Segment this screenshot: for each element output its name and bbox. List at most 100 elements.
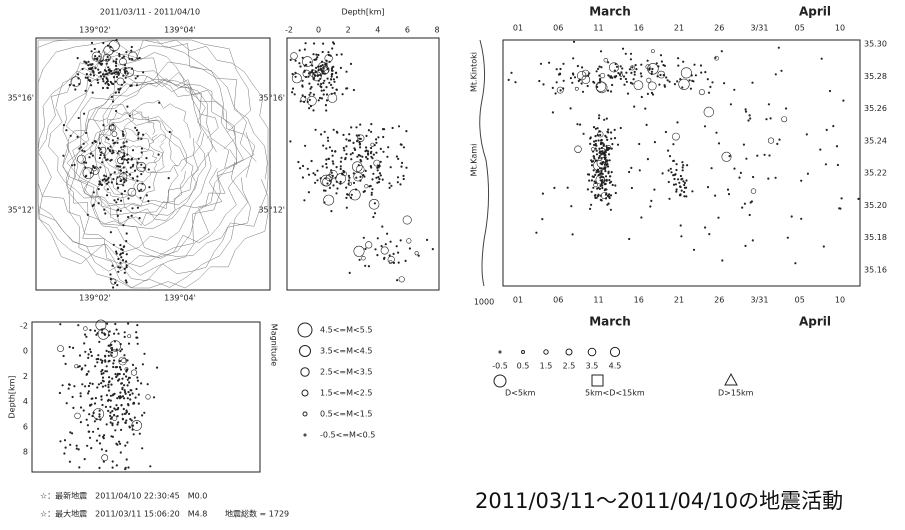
quake-dot bbox=[379, 160, 382, 163]
quake-dot bbox=[122, 397, 126, 400]
quake-dot bbox=[621, 47, 625, 50]
quake-dot bbox=[124, 444, 127, 447]
quake-dot bbox=[743, 202, 747, 205]
quake-dot bbox=[141, 363, 144, 366]
quake-dot bbox=[839, 207, 842, 210]
quake-dot bbox=[632, 78, 635, 81]
quake-dot bbox=[119, 368, 123, 371]
contour bbox=[121, 99, 195, 173]
quake-dot bbox=[127, 187, 137, 197]
contour bbox=[65, 39, 269, 257]
quake-dot bbox=[774, 176, 777, 179]
quake-dot bbox=[595, 81, 607, 92]
quake-dot bbox=[610, 83, 614, 87]
quake-dot bbox=[105, 76, 108, 80]
quake-dot bbox=[110, 351, 114, 354]
quake-dot bbox=[120, 149, 125, 154]
quake-dot bbox=[586, 188, 590, 191]
quake-dot bbox=[115, 252, 118, 255]
tick: 4 bbox=[375, 26, 380, 35]
quake-dot bbox=[115, 328, 118, 331]
quake-dot bbox=[117, 73, 120, 76]
quake-dot bbox=[107, 176, 110, 179]
quake-dot bbox=[319, 77, 322, 80]
quake-dot bbox=[112, 60, 115, 63]
quake-dot bbox=[95, 333, 98, 336]
quake-dot bbox=[301, 85, 304, 88]
quake-dot bbox=[364, 184, 369, 189]
quake-dot bbox=[102, 41, 105, 45]
quake-dot bbox=[98, 434, 101, 437]
quake-dot bbox=[91, 430, 95, 433]
quake-dot bbox=[597, 193, 600, 196]
quake-dot bbox=[157, 153, 160, 156]
quake-dot bbox=[607, 202, 610, 205]
quake-dot bbox=[110, 278, 117, 285]
quake-dot bbox=[580, 66, 584, 69]
quake-dot bbox=[604, 193, 608, 196]
tick: 6 bbox=[23, 422, 28, 431]
quake-dot bbox=[91, 51, 102, 62]
quake-dot bbox=[388, 186, 391, 189]
quake-dot bbox=[605, 179, 608, 182]
quake-dot bbox=[97, 354, 100, 357]
quake-dot bbox=[120, 248, 123, 251]
quake-dot bbox=[79, 395, 82, 398]
quake-dot bbox=[592, 175, 596, 178]
quake-dot bbox=[588, 179, 591, 182]
quake-dot bbox=[711, 81, 714, 84]
quake-dot bbox=[127, 342, 131, 345]
quake-dot bbox=[594, 135, 597, 138]
quake-dot bbox=[572, 57, 575, 60]
legend-symbol bbox=[299, 345, 311, 357]
quake-dot bbox=[102, 80, 105, 83]
quake-dot bbox=[574, 145, 582, 153]
quake-dot bbox=[93, 402, 97, 405]
quake-dot bbox=[751, 81, 754, 84]
quake-dot bbox=[132, 402, 136, 405]
quake-dot bbox=[750, 200, 754, 203]
quake-dot bbox=[122, 141, 125, 144]
caption: 2011/03/11～2011/04/10の地震活動 bbox=[475, 489, 843, 513]
quake-dot bbox=[594, 173, 597, 176]
quake-dot bbox=[349, 153, 352, 156]
quake-dot bbox=[390, 184, 393, 187]
legend-label: 4.5 bbox=[609, 362, 622, 371]
quake-dot bbox=[326, 182, 329, 185]
quake-dot bbox=[119, 169, 123, 172]
quake-dot bbox=[685, 164, 689, 167]
quake-dot bbox=[715, 131, 718, 134]
quake-dot bbox=[105, 80, 108, 84]
tick: 35.22 bbox=[864, 169, 887, 178]
quake-dot bbox=[662, 73, 665, 77]
quake-dot bbox=[107, 181, 110, 184]
quake-dot bbox=[83, 342, 86, 345]
quake-dot bbox=[370, 146, 373, 150]
tick: -2 bbox=[20, 322, 28, 331]
quake-dot bbox=[77, 154, 86, 164]
quake-dot bbox=[92, 71, 95, 74]
quake-dot bbox=[123, 271, 126, 274]
quake-dot bbox=[342, 133, 345, 136]
quake-dot bbox=[328, 146, 332, 149]
quake-dot bbox=[124, 392, 127, 395]
quake-dot bbox=[124, 66, 127, 69]
quake-dot bbox=[81, 367, 84, 370]
quake-dot bbox=[101, 454, 109, 462]
quake-dot bbox=[315, 66, 318, 69]
quake-dot bbox=[676, 80, 679, 83]
tick: 6 bbox=[405, 26, 410, 35]
quake-dot bbox=[124, 375, 128, 378]
quake-dot bbox=[98, 409, 101, 412]
quake-dot bbox=[751, 175, 755, 179]
quake-dot bbox=[606, 89, 610, 92]
quake-dot bbox=[597, 174, 600, 177]
quake-dot bbox=[135, 387, 138, 391]
quake-dot bbox=[68, 460, 71, 463]
quake-dot bbox=[359, 179, 362, 182]
quake-dot bbox=[594, 127, 598, 130]
quake-dot bbox=[726, 188, 730, 191]
quake-dot bbox=[700, 71, 703, 74]
contour bbox=[62, 68, 206, 216]
quake-dot bbox=[79, 421, 82, 424]
